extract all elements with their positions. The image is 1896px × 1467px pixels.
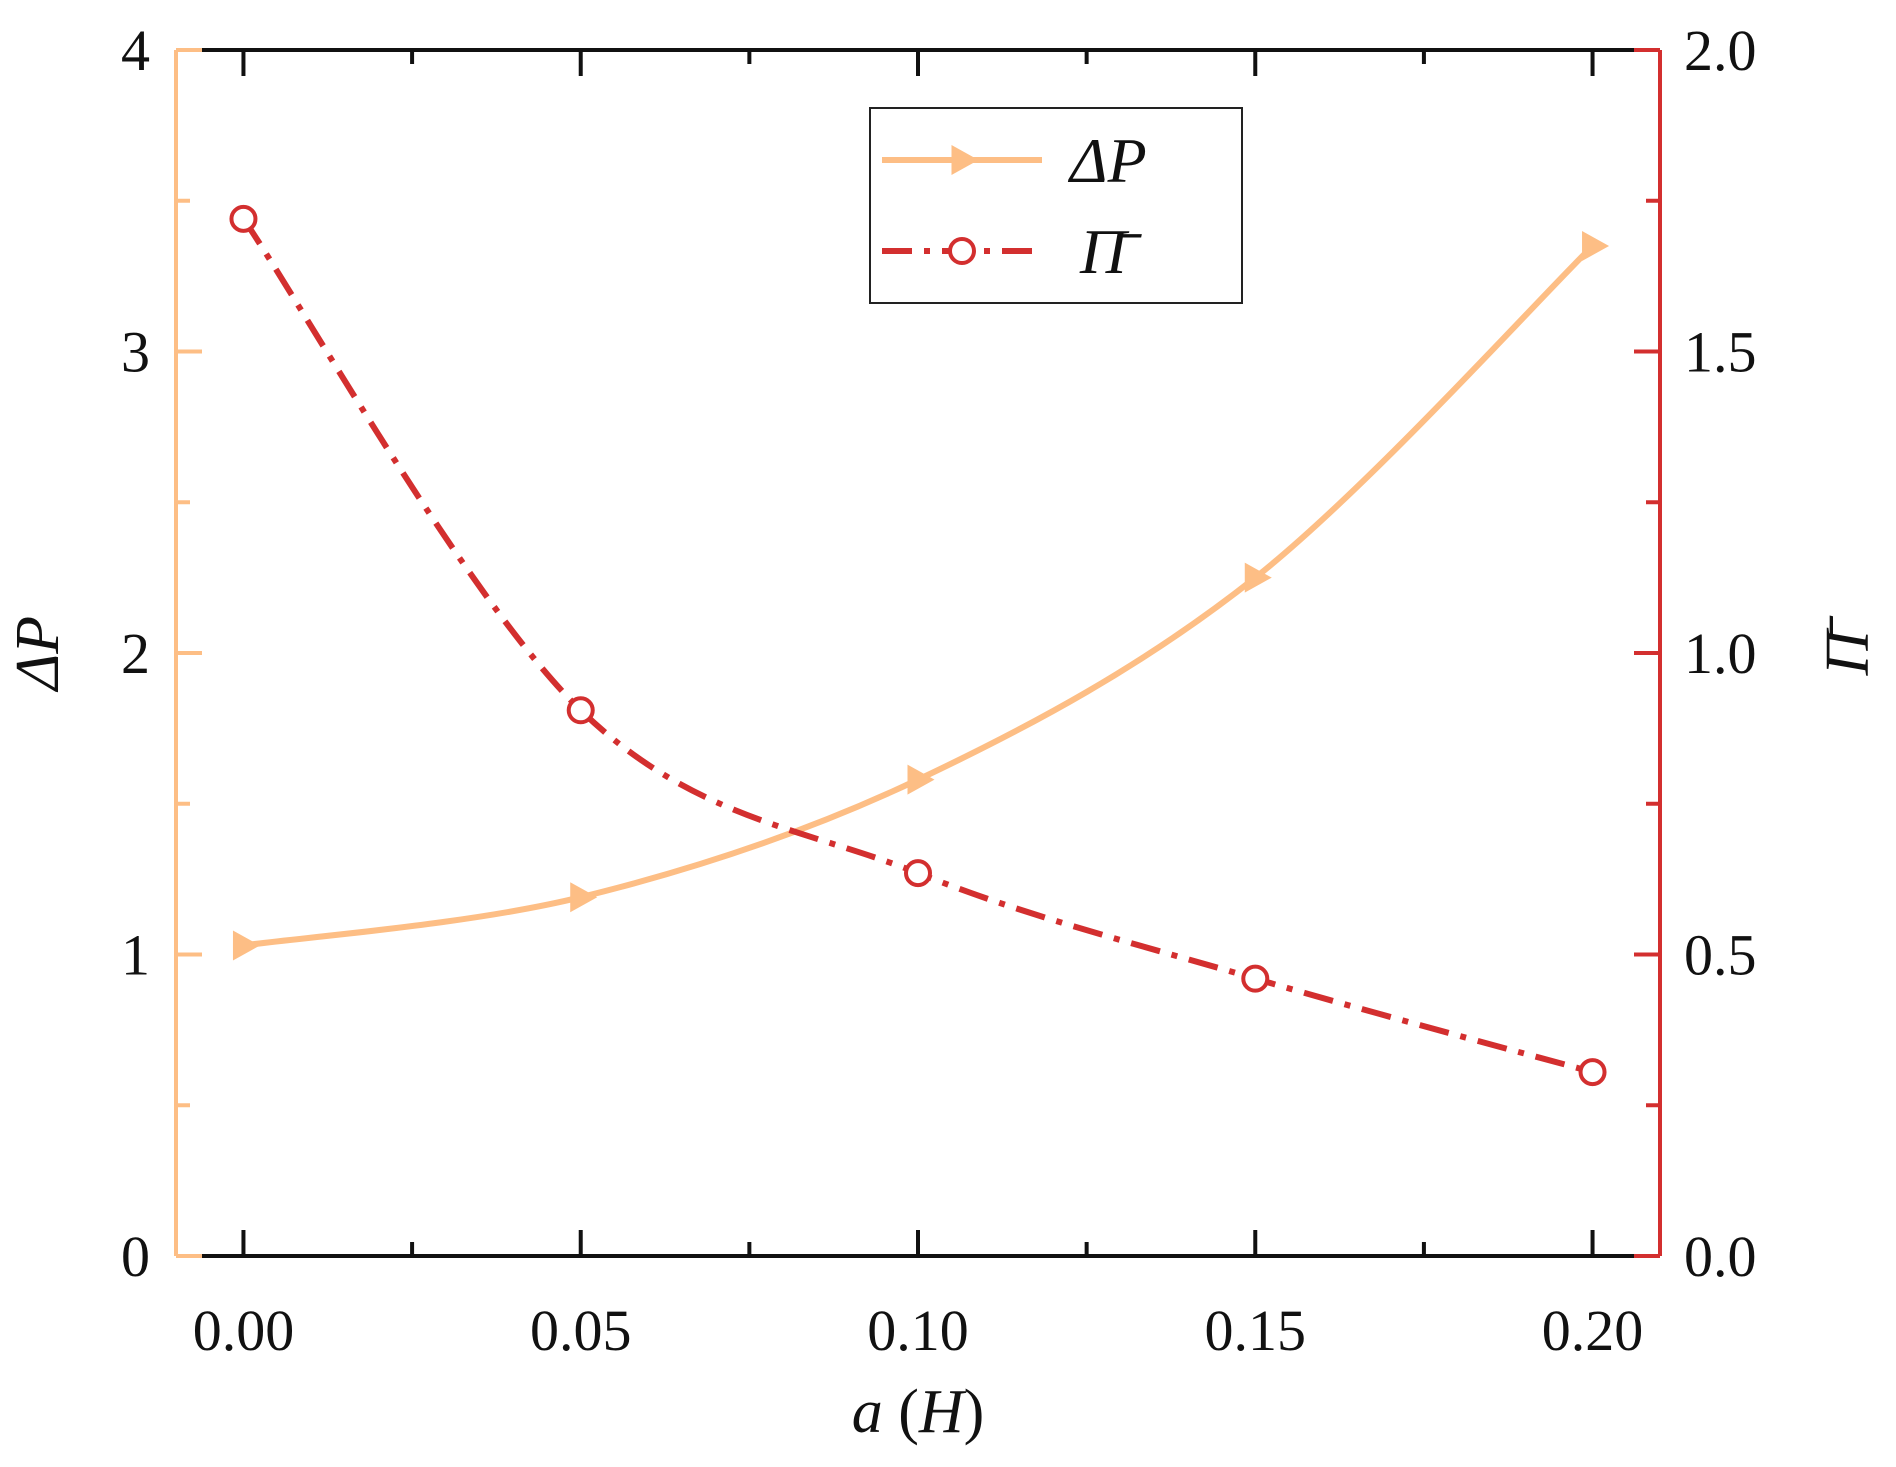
data-point-pi-bar xyxy=(904,859,932,888)
y-right-tick-label: 1.5 xyxy=(1684,320,1757,385)
legend-box xyxy=(869,107,1243,304)
data-point-delta-p xyxy=(1582,230,1610,261)
x-tick-label: 0.10 xyxy=(867,1298,969,1363)
legend-label-delta-p: ΔP xyxy=(1067,125,1147,196)
data-point-pi-bar xyxy=(1241,964,1270,993)
series-line-pi-bar xyxy=(240,217,1594,1075)
x-tick-label: 0.00 xyxy=(193,1298,295,1363)
x-axis-title-variable: a xyxy=(852,1378,883,1446)
data-point-delta-p xyxy=(1244,562,1272,593)
x-tick-label: 0.15 xyxy=(1205,1298,1307,1363)
x-tick-label: 0.05 xyxy=(530,1298,632,1363)
y-tick-label: 3 xyxy=(121,320,150,385)
y-right-tick-label: 0.0 xyxy=(1684,1224,1757,1289)
legend-swatch-pi-bar xyxy=(882,237,1042,265)
y-axis-title: ΔP xyxy=(4,616,72,693)
y-tick-label: 1 xyxy=(121,923,150,988)
data-point-pi-bar xyxy=(566,696,595,725)
legend-marker-pi-bar xyxy=(948,237,976,265)
legend: ΔP Π̄ xyxy=(869,107,1243,304)
legend-marker-delta-p xyxy=(951,145,979,175)
y-right-tick-label: 1.0 xyxy=(1684,621,1757,686)
legend-swatch-delta-p xyxy=(882,145,1042,175)
series-line-delta-p xyxy=(243,243,1595,949)
y-tick-label: 0 xyxy=(121,1224,150,1289)
data-point-pi-bar xyxy=(229,204,258,233)
x-tick-label: 0.20 xyxy=(1542,1298,1644,1363)
data-point-delta-p xyxy=(907,764,935,795)
data-point-delta-p xyxy=(570,882,598,913)
data-point-delta-p xyxy=(232,930,260,961)
y-right-tick-label: 0.5 xyxy=(1684,923,1757,988)
data-point-pi-bar xyxy=(1578,1058,1607,1087)
y-right-axis-title: Π̄ xyxy=(1814,615,1882,677)
y-tick-label: 2 xyxy=(121,621,150,686)
y-tick-label: 4 xyxy=(121,18,150,83)
x-axis-title-unit: H xyxy=(918,1378,967,1446)
series-layer xyxy=(229,204,1610,1087)
x-axis-title: a (H) xyxy=(852,1378,985,1446)
y-right-tick-label: 2.0 xyxy=(1684,18,1757,83)
tick-layer: 0.00 0.05 0.10 0.15 0.20 0 1 2 3 4 0.0 0.5 1.0 1.5 2.0 xyxy=(121,18,1757,1363)
